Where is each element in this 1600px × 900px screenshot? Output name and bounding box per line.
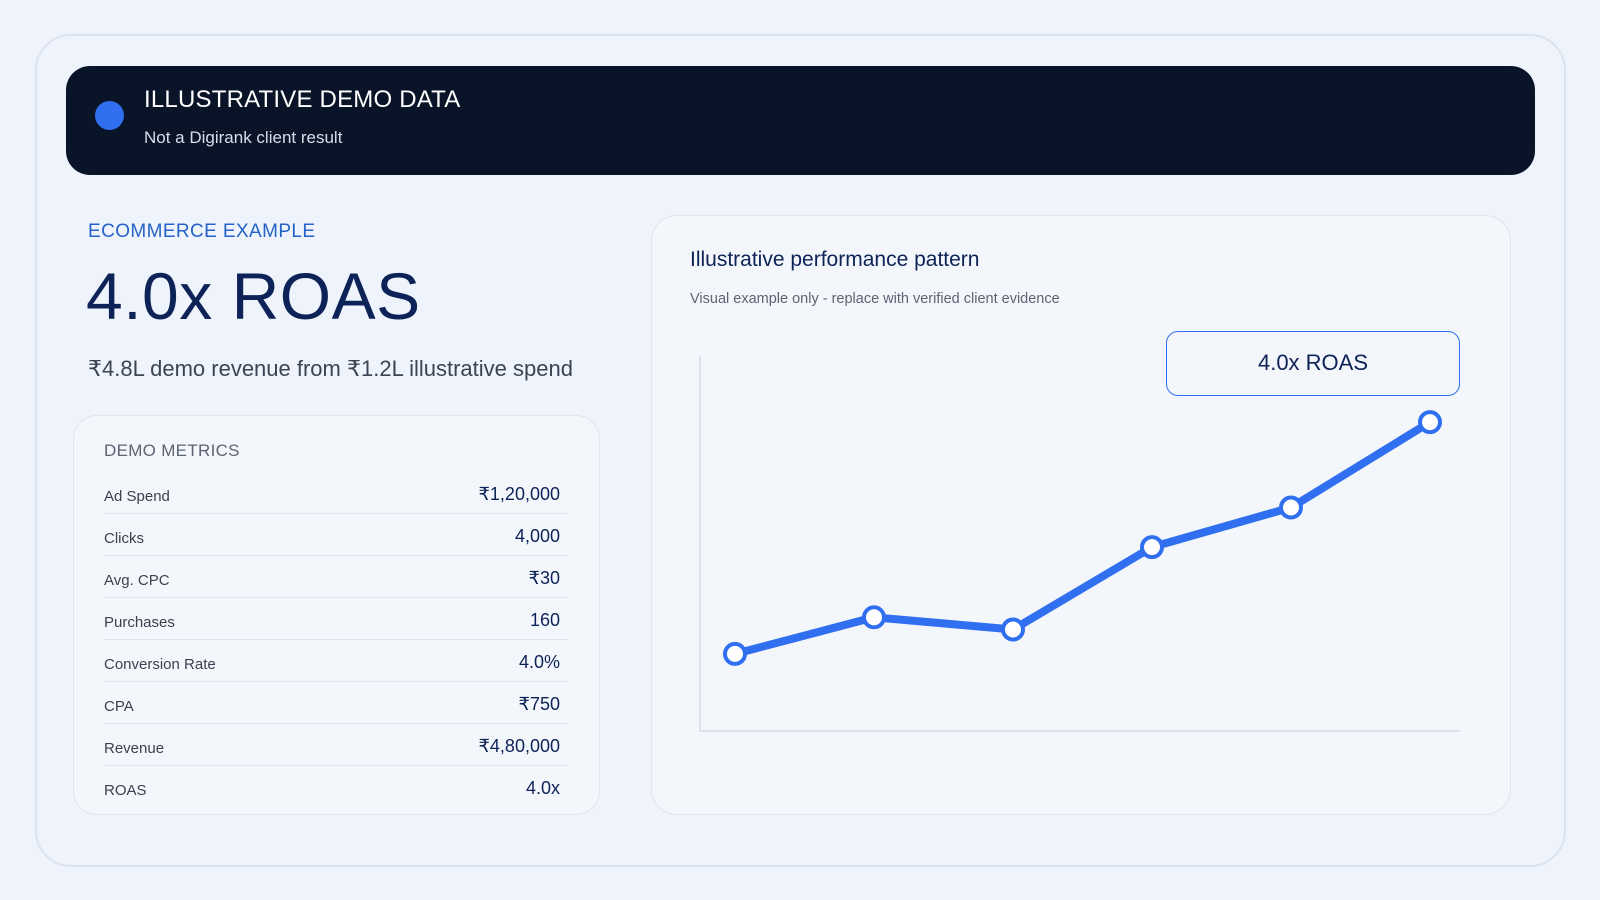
metric-label: Revenue [104, 740, 165, 757]
metric-value: ₹750 [518, 694, 560, 714]
section-eyebrow: ECOMMERCE EXAMPLE [88, 221, 316, 242]
data-point [723, 641, 747, 666]
metrics-title: DEMO METRICS [104, 441, 240, 460]
chart-title: Illustrative performance pattern [690, 248, 980, 271]
metric-value: ₹1,20,000 [478, 484, 560, 504]
metric-value: 4.0x [525, 778, 560, 798]
series-line [731, 418, 1434, 658]
metric-label: Purchases [104, 614, 175, 631]
data-point [1140, 535, 1164, 560]
metric-row-revenue: Revenue ₹4,80,000 [104, 724, 568, 766]
metric-label: Avg. CPC [104, 572, 170, 589]
banner-title: ILLUSTRATIVE DEMO DATA [144, 86, 461, 113]
metric-value: 4,000 [514, 526, 560, 546]
data-point [862, 605, 886, 630]
metric-value: 160 [529, 610, 560, 630]
metric-value: 4.0% [518, 652, 560, 672]
metric-value: ₹30 [528, 568, 560, 588]
metric-row-avg-cpc: Avg. CPC ₹30 [104, 556, 568, 598]
metric-label: Conversion Rate [104, 656, 216, 673]
metric-label: Ad Spend [104, 488, 170, 505]
metrics-list: Ad Spend ₹1,20,000 Clicks 4,000 Avg. CPC… [104, 472, 568, 808]
metric-label: CPA [104, 698, 134, 715]
metric-row-ad-spend: Ad Spend ₹1,20,000 [104, 472, 568, 514]
data-point [1418, 410, 1442, 435]
roas-callout: 4.0x ROAS [1166, 331, 1460, 396]
metric-row-conversion-rate: Conversion Rate 4.0% [104, 640, 568, 682]
metric-row-cpa: CPA ₹750 [104, 682, 568, 724]
metric-label: Clicks [104, 530, 144, 547]
chart-subtitle: Visual example only - replace with verif… [690, 291, 1060, 307]
headline-subline: ₹4.8L demo revenue from ₹1.2L illustrati… [88, 356, 573, 381]
data-point [1001, 617, 1025, 642]
metric-label: ROAS [104, 782, 147, 799]
metric-row-purchases: Purchases 160 [104, 598, 568, 640]
data-point [1279, 495, 1303, 520]
demo-metrics-card: DEMO METRICS Ad Spend ₹1,20,000 Clicks 4… [73, 415, 600, 815]
metric-value: ₹4,80,000 [478, 736, 560, 756]
headline: 4.0x ROAS [86, 259, 421, 333]
metric-row-clicks: Clicks 4,000 [104, 514, 568, 556]
status-dot-icon [95, 101, 124, 130]
performance-chart-card: Illustrative performance pattern Visual … [651, 215, 1511, 815]
line-chart [699, 356, 1460, 732]
demo-banner: ILLUSTRATIVE DEMO DATA Not a Digirank cl… [66, 66, 1535, 175]
metric-row-roas: ROAS 4.0x [104, 766, 568, 808]
banner-subtitle: Not a Digirank client result [144, 128, 343, 147]
